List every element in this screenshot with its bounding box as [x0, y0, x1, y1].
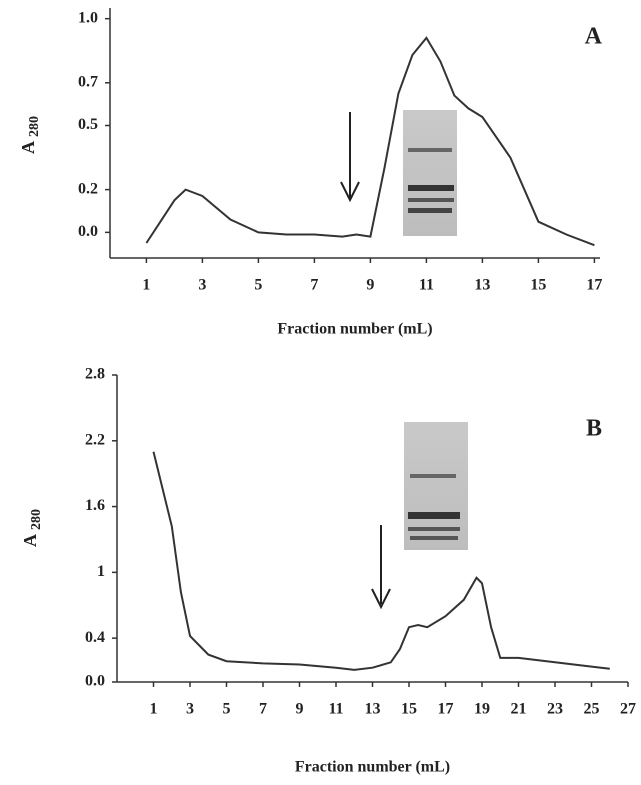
y-tick-label: 2.8 — [85, 366, 105, 383]
x-tick-label: 25 — [584, 701, 600, 718]
x-tick-label: 17 — [586, 277, 602, 294]
x-tick-label: 23 — [547, 701, 563, 718]
y-axis-label: A 280 — [18, 116, 42, 154]
y-tick-label: 1 — [97, 563, 105, 580]
x-tick-label: 9 — [366, 277, 374, 294]
y-tick-label: 0.0 — [78, 223, 98, 240]
x-axis-label: Fraction number (mL) — [295, 759, 450, 776]
x-tick-label: 1 — [150, 701, 158, 718]
gel-image — [404, 422, 468, 550]
y-tick-label: 2.2 — [85, 431, 105, 448]
x-tick-label: 13 — [365, 701, 381, 718]
x-tick-label: 9 — [296, 701, 304, 718]
y-axis-label: A 280 — [20, 509, 44, 547]
arrow — [371, 525, 391, 610]
y-tick-label: 1.0 — [78, 9, 98, 26]
gel-image — [403, 110, 457, 236]
x-tick-label: 7 — [259, 701, 267, 718]
y-tick-label: 0.7 — [78, 73, 98, 90]
x-tick-label: 11 — [328, 701, 343, 718]
x-tick-label: 15 — [401, 701, 417, 718]
panel-label: A — [585, 24, 603, 50]
y-tick-label: 1.6 — [85, 497, 105, 514]
x-tick-label: 13 — [474, 277, 490, 294]
x-tick-label: 21 — [511, 701, 527, 718]
y-axis-label-main: A — [20, 534, 40, 547]
line — [145, 36, 595, 247]
y-axis-label-subscript: 280 — [27, 116, 42, 137]
x-tick-label: 11 — [419, 277, 434, 294]
y-tick-label: 0.2 — [78, 180, 98, 197]
y-tick-label: 0.4 — [85, 629, 105, 646]
x-tick-label: 3 — [198, 277, 206, 294]
x-tick-label: 5 — [254, 277, 262, 294]
x-tick-label: 3 — [186, 701, 194, 718]
x-tick-label: 5 — [223, 701, 231, 718]
x-tick-label: 17 — [438, 701, 454, 718]
y-tick-label: 0.5 — [78, 116, 98, 133]
y-axis-label-main: A — [18, 141, 38, 154]
line — [152, 451, 610, 671]
panel-label: B — [586, 416, 602, 442]
y-tick-label: 0.0 — [85, 673, 105, 690]
y-axis-label-subscript: 280 — [29, 509, 44, 530]
x-axis-label: Fraction number (mL) — [277, 321, 432, 338]
x-tick-label: 15 — [530, 277, 546, 294]
x-tick-label: 1 — [142, 277, 150, 294]
arrow — [340, 112, 360, 203]
x-tick-label: 7 — [310, 277, 318, 294]
x-tick-label: 19 — [474, 701, 490, 718]
x-tick-label: 27 — [620, 701, 636, 718]
